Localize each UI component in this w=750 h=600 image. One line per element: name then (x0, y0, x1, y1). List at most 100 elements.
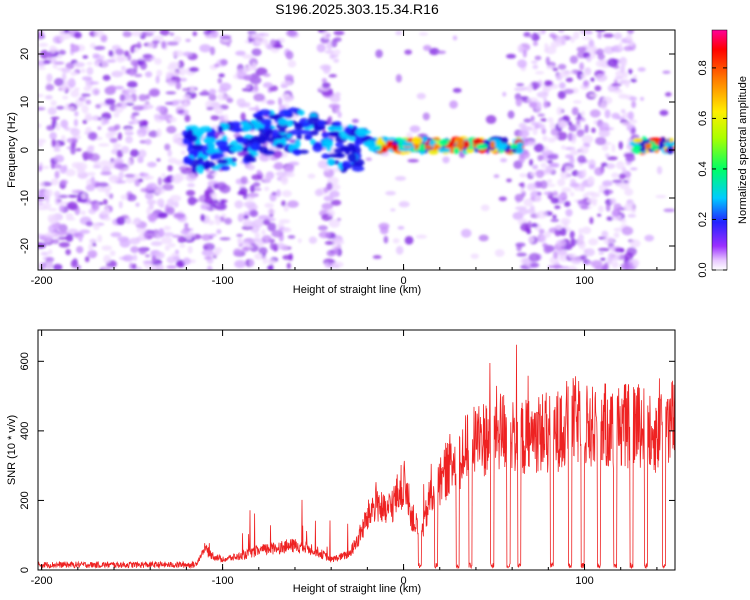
spectrogram-signal-cell (281, 136, 287, 146)
spectrogram-signal-cell (649, 137, 662, 142)
spectrogram-cell (530, 171, 537, 177)
spectrogram-cell (156, 69, 163, 77)
spectrogram-cell (147, 213, 159, 221)
spectrogram-cell (664, 92, 672, 97)
spectrogram-cell (606, 58, 619, 68)
spectrogram-signal-cell (668, 138, 674, 143)
spectrogram-cell (185, 38, 191, 42)
spectrogram-cell (601, 144, 609, 151)
spectrogram-cell (572, 100, 582, 104)
spectrogram-cell (547, 183, 556, 187)
spectrogram-cell (583, 80, 590, 87)
spectrogram-cell (76, 199, 88, 203)
spectrogram-signal-cell (271, 128, 279, 138)
spectrogram-cell (557, 178, 566, 187)
spectrogram-cell (216, 229, 222, 235)
spectrogram-cell (599, 122, 610, 131)
spectrogram-cell (560, 145, 566, 150)
spectrogram-cell (615, 85, 620, 91)
spectrogram-cell (92, 164, 102, 169)
spectrogram-cell (70, 71, 78, 76)
spectrogram-cell (537, 154, 544, 162)
spectrogram-cell (164, 143, 171, 151)
spectrogram-cell (138, 247, 147, 255)
spectrogram-cell (575, 124, 582, 129)
spectrogram-cell (50, 116, 60, 120)
spectrogram-cell (105, 188, 110, 197)
spectrogram-cell (540, 123, 546, 131)
spectrogram-cell (226, 43, 231, 47)
spectrogram-cell (543, 191, 552, 196)
spectrogram-cell (203, 30, 212, 36)
spectrogram-cell (189, 85, 195, 93)
spectrogram-cell (50, 161, 55, 170)
spectrogram-cell (214, 247, 223, 254)
spectrogram-cell (40, 251, 49, 256)
spectrogram-cell (245, 66, 252, 72)
spectrogram-cell (64, 30, 69, 34)
spectrogram-cell (38, 107, 46, 111)
spectrogram-cell (624, 188, 634, 196)
spectrogram-cell (243, 201, 256, 208)
spectrogram-cell (570, 36, 575, 43)
spectrogram-cell (375, 49, 383, 58)
spectrogram-cell (365, 157, 372, 162)
spectrogram-cell (551, 265, 563, 269)
spectrogram-cell (80, 68, 86, 74)
spectrogram-signal-cell (182, 157, 194, 165)
spectrogram-cell (146, 30, 158, 34)
spectrogram-cell (537, 113, 545, 117)
spectrogram-cell (594, 167, 604, 176)
spectrogram-cell (266, 99, 276, 105)
spectrogram-cell (565, 208, 573, 217)
spectrogram-cell (581, 226, 592, 235)
spectrogram-cell (333, 58, 340, 63)
spectrogram-cell (43, 59, 52, 64)
spectrogram-cell (91, 87, 101, 96)
colorbar-ticks: 0.0 0.2 0.4 0.6 0.8 (697, 60, 727, 278)
y-tick-label: 0 (19, 147, 31, 153)
spectrogram-cell (216, 202, 228, 211)
spectrogram-cell (266, 258, 276, 265)
spectrogram-cell (66, 137, 78, 144)
spectrogram-cell (102, 199, 108, 205)
spectrogram-cell (600, 101, 608, 111)
spectrogram-cell (100, 171, 112, 176)
spectrogram-cell (576, 119, 581, 126)
spectrogram-cell (520, 188, 525, 193)
spectrogram-cell (108, 175, 120, 184)
spectrogram-cell (611, 143, 616, 153)
spectrogram-cell (40, 196, 48, 200)
spectrogram-signal-cell (289, 129, 303, 136)
spectrogram-cell (552, 214, 557, 219)
spectrogram-cell (600, 257, 606, 261)
spectrogram-cell (219, 237, 231, 241)
spectrogram-signal-cell (326, 158, 336, 167)
spectrogram-cell (663, 208, 675, 213)
spectrogram-cell (383, 235, 389, 244)
spectrogram-cell (506, 178, 512, 183)
spectrogram-cell (130, 45, 135, 54)
spectrogram-cell (560, 170, 570, 180)
spectrogram-cell (110, 232, 122, 238)
spectrogram-cell (272, 243, 279, 252)
spectrogram-signal-cell (663, 142, 675, 148)
spectrogram-cell (249, 209, 259, 218)
spectrogram-cell (54, 61, 65, 65)
spectrogram-cell (47, 214, 57, 222)
spectrogram-cell (556, 106, 563, 116)
spectrogram-cell (243, 74, 255, 81)
spectrogram-cell (167, 80, 177, 87)
spectrogram-cell (569, 156, 575, 165)
spectrogram-cell (92, 53, 100, 59)
spectrogram-cell (134, 266, 143, 270)
spectrogram-cell (287, 200, 299, 208)
spectrogram-cell (246, 164, 255, 171)
spectrogram-cell (95, 104, 102, 109)
spectrogram-cell (398, 201, 410, 208)
spectrogram-cell (277, 223, 285, 229)
spectrogram-cell (79, 229, 91, 234)
spectrogram-cell (164, 101, 174, 105)
spectrogram-cell (108, 193, 114, 199)
spectrogram-cell (264, 186, 270, 192)
